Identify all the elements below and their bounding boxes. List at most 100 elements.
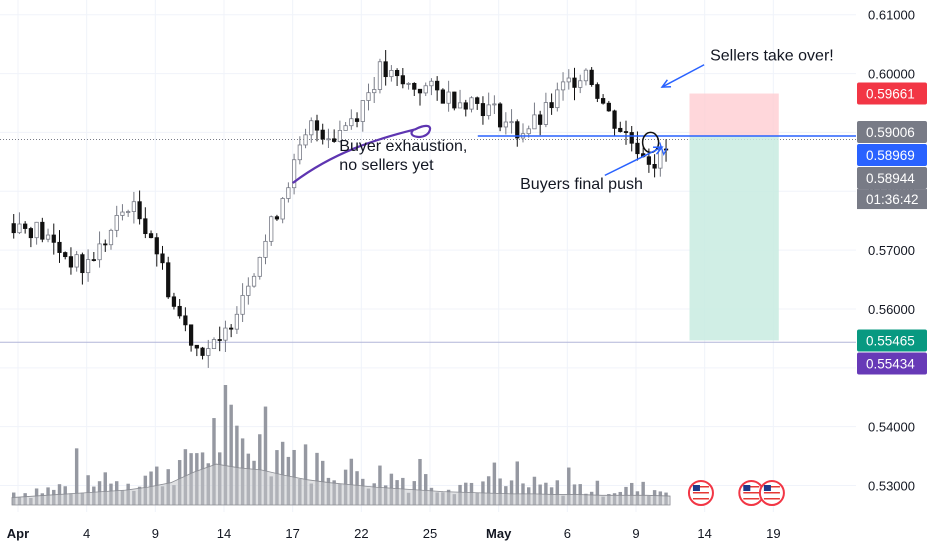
volume-bar [212, 418, 216, 505]
flag-stripe [743, 492, 760, 494]
volume-bar [229, 404, 233, 505]
price-label [857, 352, 927, 375]
candle-up [280, 198, 285, 220]
volume-bar [74, 448, 79, 505]
candle-up [366, 92, 371, 101]
price-label-text: 0.55465 [866, 333, 915, 348]
candle-down [400, 75, 405, 85]
candle-down [91, 259, 96, 261]
flag-stripe [692, 498, 709, 500]
candle-down [200, 347, 205, 356]
economic-events[interactable] [687, 480, 785, 506]
candle-up [566, 77, 571, 83]
volume-bar [303, 444, 308, 505]
candle-up [469, 97, 474, 110]
candle-down [154, 237, 159, 255]
candle-up [555, 89, 560, 109]
volume-bar [418, 458, 422, 505]
candle-up [34, 221, 39, 239]
candle-up [503, 121, 508, 128]
candle-down [623, 131, 629, 133]
annotation-text: Buyer exhaustion, [339, 138, 467, 155]
buyers-arrow-tick [659, 142, 668, 156]
candle-down [166, 262, 171, 298]
position-stop-zone [689, 93, 779, 136]
candle-down [383, 61, 388, 78]
us-flag-event-icon[interactable] [758, 480, 785, 506]
candle-down [480, 103, 486, 117]
candle-down [229, 327, 234, 330]
candle-up [532, 114, 537, 130]
x-tick-label: 9 [152, 526, 159, 541]
volume-bar [378, 465, 382, 505]
candle-down [600, 98, 606, 104]
candle-down [103, 243, 108, 246]
annotation-text: no sellers yet [339, 157, 434, 174]
volume-bar [595, 480, 600, 505]
candle-up [126, 211, 131, 213]
x-tick-label: 14 [697, 526, 711, 541]
flag-stripe [743, 486, 760, 488]
candle-up [457, 102, 463, 109]
candle-up [108, 229, 114, 246]
volume-bar [492, 462, 497, 505]
volume-bar [532, 476, 537, 505]
candle-up [349, 118, 354, 127]
volume-bar [509, 480, 514, 505]
candle-down [148, 233, 154, 239]
time-axis[interactable]: Apr 4 9 14 17 22 25 May 6 9 14 19 [7, 526, 781, 541]
price-axis[interactable]: 0.610000.600000.590000.580000.570000.560… [868, 8, 915, 494]
candle-up [446, 91, 451, 104]
flag-stripe [743, 489, 760, 491]
sellers-arrow [661, 64, 705, 88]
x-tick-label: 25 [423, 526, 437, 541]
price-label [857, 82, 927, 105]
candle-up [234, 313, 240, 330]
candle-up [326, 138, 331, 141]
candle-down [57, 241, 62, 253]
volume-bar [555, 480, 560, 505]
candle-up [297, 144, 302, 161]
flag-stripe [692, 486, 709, 488]
candle-down [217, 339, 222, 341]
candle-down [40, 221, 45, 240]
candle-down [435, 80, 440, 91]
price-label-text: 0.58969 [866, 148, 915, 163]
candle-up [423, 85, 428, 94]
us-flag-event-icon[interactable] [687, 480, 714, 506]
candle-up [389, 70, 394, 78]
candle-down [635, 142, 640, 155]
x-tick-label: 9 [632, 526, 639, 541]
flag-stripe [692, 492, 709, 494]
x-tick-label: 14 [217, 526, 231, 541]
volume-bar [641, 481, 645, 505]
short-position-tool[interactable] [689, 93, 779, 341]
buyers-arrow-head [653, 146, 664, 155]
candle-up [223, 327, 228, 341]
candle-down [515, 121, 520, 139]
sellers-arrow-head [660, 79, 672, 88]
candle-down [314, 120, 320, 131]
candle-up [578, 80, 583, 88]
flag-stripe [692, 489, 709, 491]
candle-down [452, 91, 457, 109]
y-tick-label: 0.54000 [868, 420, 915, 435]
candle-down [394, 70, 400, 77]
candle-down [177, 305, 182, 317]
y-tick-label: 0.60000 [868, 67, 915, 82]
candle-down [194, 344, 199, 349]
volume-pane [11, 385, 671, 506]
candle-down [51, 234, 56, 243]
flag-stripe [763, 492, 780, 494]
candle-down [440, 89, 445, 104]
candle-down [463, 102, 468, 110]
price-axis-labels: 0.59661 0.59006 0.58969 0.58944 0.55465 0.554… [857, 82, 927, 375]
candle-down [137, 201, 142, 220]
x-tick-label: 17 [285, 526, 299, 541]
candle-up [286, 187, 291, 199]
candle-down [160, 253, 165, 264]
candle-down [143, 218, 148, 235]
candle-down [63, 252, 68, 258]
drawings-layer[interactable] [292, 64, 856, 184]
